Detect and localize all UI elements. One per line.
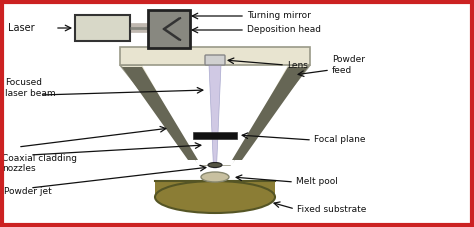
FancyBboxPatch shape — [155, 181, 275, 197]
Text: Focal plane: Focal plane — [314, 135, 365, 143]
Text: Deposition head: Deposition head — [247, 25, 321, 34]
Text: Focused
laser beam: Focused laser beam — [5, 78, 55, 98]
Polygon shape — [142, 65, 288, 165]
Text: Lens: Lens — [287, 61, 308, 69]
FancyBboxPatch shape — [205, 55, 225, 65]
Ellipse shape — [155, 181, 275, 213]
FancyBboxPatch shape — [120, 47, 310, 65]
Polygon shape — [232, 67, 308, 160]
Ellipse shape — [208, 163, 222, 168]
FancyBboxPatch shape — [75, 15, 130, 41]
Text: Melt pool: Melt pool — [296, 178, 338, 187]
Polygon shape — [163, 18, 181, 40]
Ellipse shape — [201, 172, 229, 182]
Text: Laser: Laser — [8, 23, 35, 33]
Polygon shape — [209, 65, 221, 168]
Text: Coaxial cladding
nozzles: Coaxial cladding nozzles — [2, 154, 77, 173]
FancyBboxPatch shape — [193, 132, 237, 139]
Text: Turning mirror: Turning mirror — [247, 10, 311, 20]
Polygon shape — [120, 65, 310, 165]
Polygon shape — [122, 67, 198, 160]
FancyBboxPatch shape — [148, 10, 190, 48]
Text: Fixed substrate: Fixed substrate — [297, 205, 366, 214]
Text: Powder
feed: Powder feed — [332, 55, 365, 75]
Text: Powder jet: Powder jet — [4, 188, 52, 197]
